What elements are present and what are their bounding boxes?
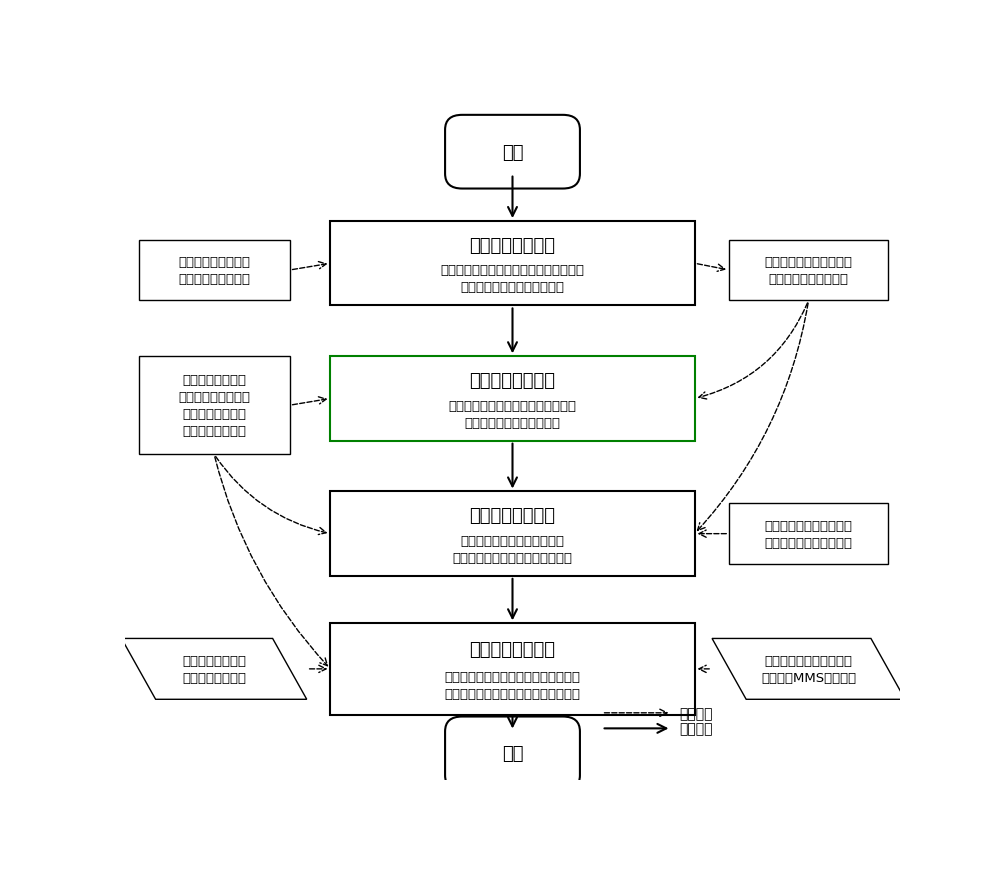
Polygon shape [122,638,307,700]
Bar [139,357,290,454]
Bar [330,492,695,576]
Text: 特征时域区间划分: 特征时域区间划分 [470,507,556,524]
Text: 最优分解层次统计
特征定量评估规则: 最优分解层次统计 特征定量评估规则 [182,654,246,684]
Text: 增强显示关联振动位移频域分布复杂度的
可变车载移动测量环境参数项: 增强显示关联振动位移频域分布复杂度的 可变车载移动测量环境参数项 [440,264,584,294]
Bar [729,240,888,301]
Bar [139,240,290,301]
Text: 开始: 开始 [502,144,523,161]
Text: 基于一致性约束估计区间最优细节层次
并根据最优细节层次逐区间段矫正误差: 基于一致性约束估计区间最优细节层次 并根据最优细节层次逐区间段矫正误差 [444,671,580,701]
Bar [729,503,888,565]
Text: 步骤流程: 步骤流程 [679,722,713,736]
Text: 频域分布复杂度区间自适
应矫正的MMS振动位移: 频域分布复杂度区间自适 应矫正的MMS振动位移 [761,654,856,684]
FancyBboxPatch shape [445,717,580,790]
Text: 数据流程: 数据流程 [679,706,713,720]
Text: 结束: 结束 [502,745,523,762]
Text: 具有特定频域分布复杂度
的时域振动位移信号区间: 具有特定频域分布复杂度 的时域振动位移信号区间 [765,519,853,549]
Text: 区间振动误差矫正: 区间振动误差矫正 [470,640,556,658]
Text: 参数变化特征解析: 参数变化特征解析 [470,372,556,389]
Text: 判断并分类提取各测量环境参数变化
与信号频域分布的特征关系: 判断并分类提取各测量环境参数变化 与信号频域分布的特征关系 [448,399,576,429]
Bar [330,357,695,441]
Polygon shape [712,638,905,700]
Text: 根据变化阈值动态自适应划分
连续时域振动位移信号的特征区间: 根据变化阈值动态自适应划分 连续时域振动位移信号的特征区间 [452,534,572,564]
Text: 测量环境参数增强: 测量环境参数增强 [470,237,556,254]
Text: 变化阈值与频域分
布范围的映射关系；
变化趋势与频域分
布广度的一致关系: 变化阈值与频域分 布范围的映射关系； 变化趋势与频域分 布广度的一致关系 [178,374,250,438]
Text: 复杂测量环境中获取
的原始振动位移数据: 复杂测量环境中获取 的原始振动位移数据 [178,256,250,286]
Text: 多元测量环境参数依赖的
连续时域振动位移信号: 多元测量环境参数依赖的 连续时域振动位移信号 [765,256,853,286]
Bar [330,624,695,715]
Bar [330,222,695,306]
FancyBboxPatch shape [445,116,580,189]
